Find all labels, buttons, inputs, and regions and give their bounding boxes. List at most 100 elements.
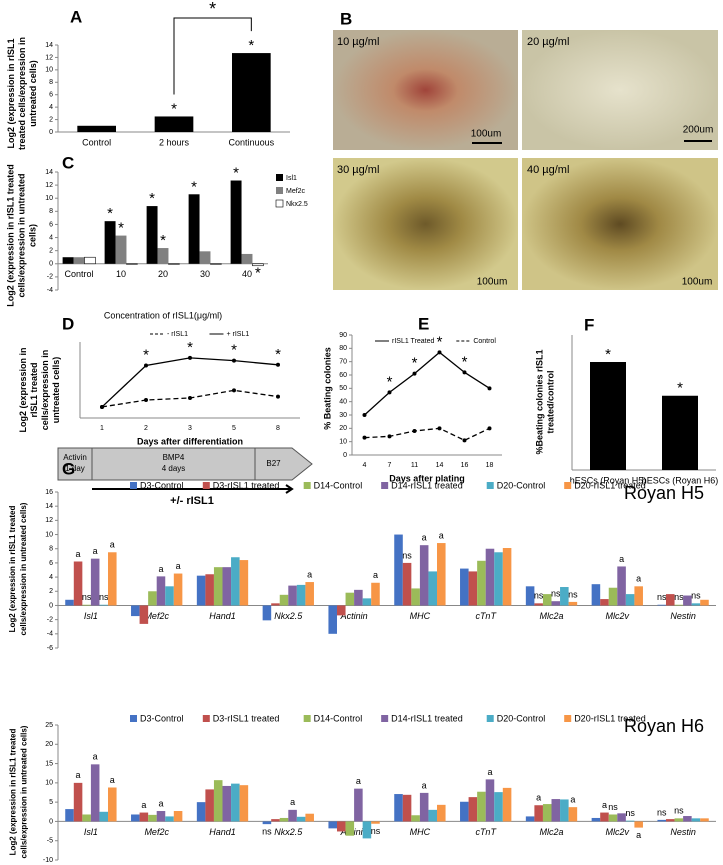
bar xyxy=(345,821,355,836)
significance-label: a xyxy=(422,533,427,543)
bar xyxy=(271,819,280,822)
bar xyxy=(625,594,635,606)
bar xyxy=(241,253,253,264)
bar xyxy=(362,821,372,839)
legend-label: - rISL1 xyxy=(167,331,188,338)
significance-label: a xyxy=(93,752,98,762)
bar xyxy=(148,591,157,606)
x-tick-label: hESCs (Royan H6) xyxy=(642,475,719,485)
y-tick-label: 16 xyxy=(45,489,53,496)
bar xyxy=(394,794,403,822)
y-tick-label: -2 xyxy=(47,616,53,623)
legend-label: D20-rISL1 treated xyxy=(574,713,646,723)
panel-letter: C xyxy=(62,153,74,172)
bar xyxy=(600,599,609,606)
stage-label: B27 xyxy=(266,459,281,468)
y-tick-label: 25 xyxy=(45,722,53,729)
bar xyxy=(65,599,74,606)
panel-letter: E xyxy=(418,314,429,333)
y-tick-label: -6 xyxy=(47,645,53,652)
bar xyxy=(428,571,438,606)
bar xyxy=(591,817,601,822)
y-tick-label: -4 xyxy=(47,631,53,638)
significance-label: a xyxy=(110,775,115,785)
bar xyxy=(131,814,140,822)
bar xyxy=(608,587,618,606)
bar xyxy=(148,814,157,822)
legend-swatch xyxy=(564,482,572,489)
point xyxy=(387,434,392,439)
bar xyxy=(336,821,346,832)
bar xyxy=(77,125,116,132)
bar xyxy=(82,814,91,822)
x-tick-label: cTnT xyxy=(475,611,497,621)
significance-label: ns xyxy=(262,827,272,837)
bar xyxy=(683,816,692,822)
bar xyxy=(108,552,117,606)
bar xyxy=(173,573,183,606)
y-tick-label: 10 xyxy=(45,780,53,787)
bar xyxy=(428,809,438,822)
y-tick-label: 2 xyxy=(49,248,53,255)
bar xyxy=(525,586,535,606)
y-tick-label: 70 xyxy=(339,359,347,366)
significance-label: ns xyxy=(99,592,109,602)
significance-label: ns xyxy=(691,591,701,601)
legend-label: D3-rISL1 treated xyxy=(213,713,280,723)
bar xyxy=(345,592,355,606)
significance-label: * xyxy=(233,164,239,181)
significance-label: ns xyxy=(674,806,684,816)
bar xyxy=(674,604,684,606)
bar xyxy=(665,819,675,822)
y-tick-label: 80 xyxy=(339,345,347,352)
bar xyxy=(104,221,116,264)
point xyxy=(362,435,367,440)
bar xyxy=(460,568,469,606)
y-tick-label: 20 xyxy=(339,425,347,432)
y-tick-label: 6 xyxy=(49,221,53,228)
panel-letter: D xyxy=(62,314,74,333)
x-tick-label: Actinin xyxy=(340,611,368,621)
treatment-label: +/- rISL1 xyxy=(170,495,214,507)
bar xyxy=(617,813,626,822)
significance-label: a xyxy=(570,795,575,805)
y-axis-label: % Beating colonies xyxy=(322,347,333,430)
bar xyxy=(494,792,503,822)
point xyxy=(144,363,148,368)
bar xyxy=(419,792,429,822)
point xyxy=(188,355,192,360)
significance-label: a xyxy=(619,554,624,564)
x-tick-label: 7 xyxy=(388,462,392,469)
legend-label: D14-Control xyxy=(314,480,363,490)
bar xyxy=(568,601,578,606)
bar xyxy=(115,235,127,264)
y-tick-label: -10 xyxy=(43,857,53,864)
bar xyxy=(502,548,512,606)
bar xyxy=(502,787,512,822)
y-tick-label: 2 xyxy=(49,116,53,123)
y-tick-label: 2 xyxy=(49,588,53,595)
bar xyxy=(551,799,561,822)
bar xyxy=(568,807,578,822)
point xyxy=(387,390,392,395)
point xyxy=(232,358,236,363)
bar xyxy=(437,804,446,822)
significance-label: ns xyxy=(674,592,684,602)
significance-label: * xyxy=(677,380,683,397)
significance-label: a xyxy=(636,574,641,584)
significance-label: * xyxy=(143,346,149,363)
significance-label: * xyxy=(160,232,166,249)
point xyxy=(487,426,492,431)
legend-label: Control xyxy=(473,338,496,345)
micrograph xyxy=(522,30,718,150)
legend-label: Mef2c xyxy=(286,188,306,195)
significance-label: a xyxy=(536,793,541,803)
bar xyxy=(600,812,609,822)
bar xyxy=(99,604,109,606)
bar xyxy=(362,598,372,606)
significance-label: a xyxy=(307,569,312,579)
micrograph xyxy=(333,158,518,290)
point xyxy=(437,350,442,355)
legend-label: D20-Control xyxy=(497,480,546,490)
significance-label: * xyxy=(118,220,124,237)
